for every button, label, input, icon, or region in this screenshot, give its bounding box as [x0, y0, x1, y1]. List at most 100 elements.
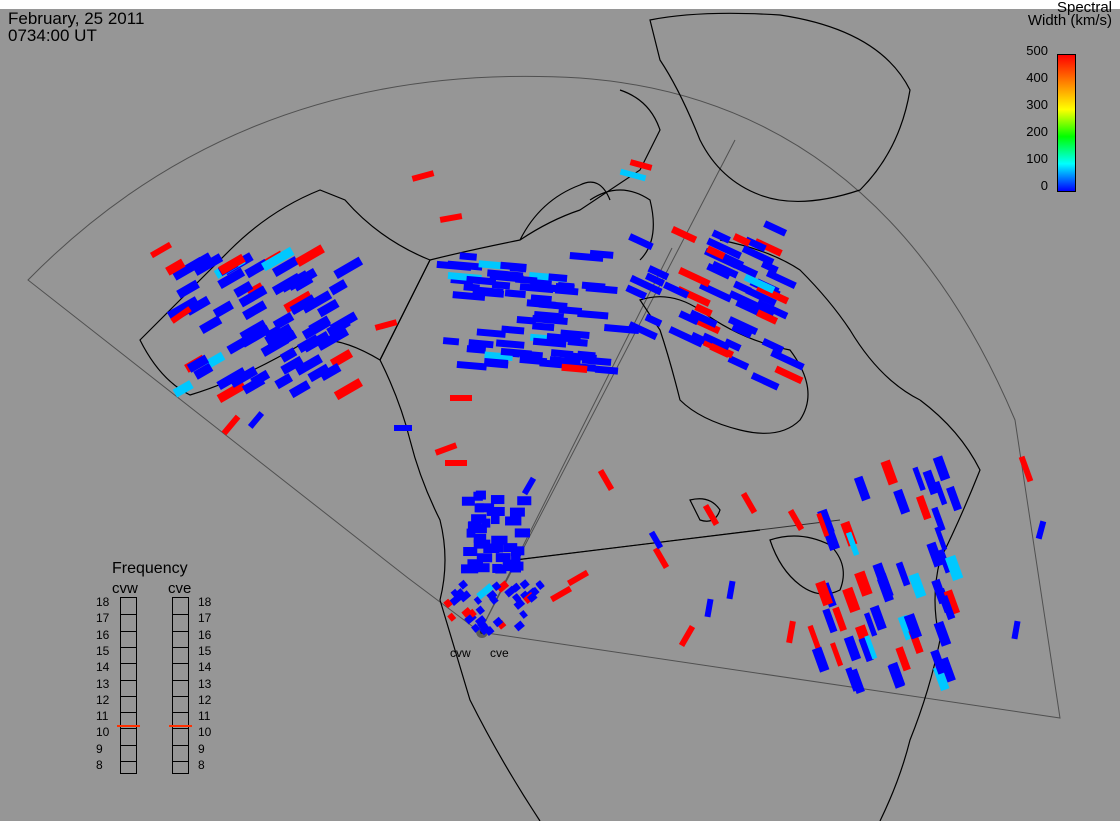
- echo-cell: [647, 265, 670, 281]
- echo-cell: [546, 333, 574, 343]
- echo-cell: [706, 262, 731, 280]
- frequency-gridline: [173, 614, 188, 616]
- echo-cell: [741, 245, 775, 266]
- echo-cell: [295, 244, 325, 267]
- echo-cell: [644, 272, 665, 287]
- echo-cell: [517, 496, 532, 506]
- echo-cell: [500, 261, 527, 272]
- echo-cell: [726, 580, 736, 600]
- echo-cell: [491, 535, 508, 545]
- echo-cell: [333, 378, 363, 401]
- echo-cell: [912, 466, 926, 492]
- echo-cell: [461, 564, 479, 574]
- frequency-gridline: [121, 679, 136, 681]
- echo-cell: [858, 637, 874, 663]
- frequency-tick-right: 18: [198, 595, 212, 609]
- echo-cell: [467, 521, 477, 531]
- coastlines: [139, 12, 981, 821]
- frequency-gridline: [173, 744, 188, 746]
- frequency-tick-left: 17: [96, 611, 110, 626]
- field-of-view-boundary: [27, 75, 1061, 719]
- echo-cell: [519, 609, 528, 619]
- echo-cell: [652, 546, 670, 570]
- echo-cell: [512, 593, 522, 603]
- echo-cell: [550, 349, 574, 359]
- echo-cell: [466, 345, 487, 354]
- echo-cell: [302, 330, 331, 353]
- frequency-gridline: [173, 712, 188, 714]
- time-label: 0734:00 UT: [8, 26, 97, 45]
- echo-cell: [477, 619, 488, 631]
- frequency-gridline: [173, 663, 188, 665]
- echo-cell: [473, 596, 483, 605]
- echo-cell: [277, 329, 298, 347]
- echo-cell: [170, 306, 192, 324]
- echo-cell: [454, 588, 466, 599]
- echo-cell: [807, 624, 821, 650]
- echo-cell: [845, 531, 860, 557]
- echo-cell: [242, 300, 268, 321]
- echo-cell: [750, 372, 780, 391]
- echo-cell: [479, 623, 491, 636]
- echo-cell: [530, 586, 540, 596]
- echo-cell: [515, 546, 525, 556]
- echo-cell: [329, 311, 358, 334]
- echo-cell: [466, 275, 497, 286]
- echo-cell: [816, 512, 830, 537]
- echo-cell: [466, 528, 476, 538]
- echo-cell: [443, 598, 453, 608]
- echo-cell: [903, 613, 923, 640]
- echo-cell: [940, 594, 956, 621]
- echo-cell: [895, 561, 911, 587]
- colorbar-tick-label: 300: [1026, 97, 1048, 112]
- echo-cell: [233, 281, 254, 298]
- echo-cell: [510, 582, 521, 593]
- echo-cell: [461, 496, 475, 506]
- echo-cell: [848, 668, 865, 695]
- echo-cell: [770, 349, 805, 371]
- echo-cell: [316, 326, 350, 351]
- echo-cell: [495, 339, 525, 349]
- frequency-gridline: [121, 695, 136, 697]
- echo-cell: [176, 279, 200, 299]
- frequency-tick-left: 14: [96, 660, 110, 675]
- echo-cell: [648, 530, 664, 550]
- echo-cell: [761, 338, 785, 354]
- echo-cell: [745, 286, 777, 307]
- echo-cell: [271, 272, 302, 296]
- echo-cell: [944, 554, 964, 582]
- echo-cell: [864, 635, 878, 660]
- echo-cell: [880, 459, 898, 486]
- echo-cell: [753, 238, 783, 257]
- frequency-title: Frequency: [112, 560, 188, 577]
- echo-cell: [463, 547, 478, 557]
- echo-cell: [732, 233, 751, 247]
- echo-cell: [566, 569, 590, 587]
- echo-cell: [504, 289, 526, 299]
- echo-cell: [509, 507, 525, 517]
- echo-cell: [272, 311, 295, 330]
- echo-cell: [193, 362, 214, 380]
- echo-cell: [532, 314, 568, 325]
- frequency-right-radar-label: cve: [168, 580, 192, 597]
- frequency-gridline: [173, 679, 188, 681]
- echo-cell: [442, 337, 460, 346]
- radar-label-west: cvw: [450, 646, 471, 660]
- echo-cell: [501, 325, 525, 335]
- echo-cell: [473, 491, 483, 501]
- echo-cell: [625, 284, 648, 300]
- colorbar-tick-label: 500: [1026, 43, 1048, 58]
- echo-cell: [594, 365, 619, 375]
- echo-cell: [474, 615, 487, 627]
- echo-cell: [934, 526, 948, 551]
- echo-cell: [492, 616, 504, 628]
- frequency-gridline: [121, 744, 136, 746]
- echo-cell: [308, 315, 332, 334]
- echo-cell: [727, 355, 750, 371]
- frequency-tick-right: 12: [198, 692, 212, 707]
- echo-cell: [496, 580, 510, 593]
- echo-cell: [503, 543, 518, 553]
- echo-cell: [411, 170, 435, 182]
- echo-cell: [481, 518, 491, 528]
- echo-cell: [730, 260, 759, 278]
